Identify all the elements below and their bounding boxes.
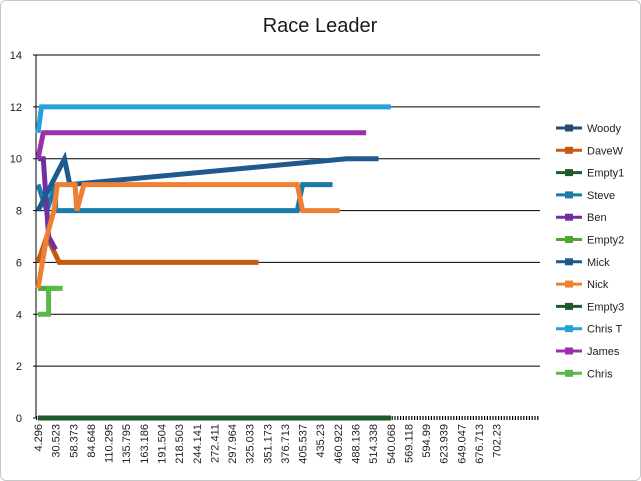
legend: Woody DaveW Empty1 Steve Ben Empty2 Mick Nick Em…: [556, 123, 624, 380]
legend-swatch-marker: [565, 369, 573, 377]
y-tick-label: 0: [16, 413, 22, 425]
x-tick-label: 4.296: [33, 424, 45, 452]
legend-label: Ben: [587, 212, 607, 224]
x-tick-label: 163.186: [139, 424, 151, 464]
series-group: [35, 104, 391, 421]
legend-swatch-marker: [565, 280, 573, 288]
legend-swatch-marker: [565, 236, 573, 243]
series-line-chris: [38, 285, 63, 317]
x-tick-label: 702.23: [492, 424, 504, 458]
legend-swatch-marker: [565, 347, 573, 355]
legend-swatch-marker: [565, 258, 573, 266]
legend-label: James: [587, 346, 620, 358]
x-tick-label: 272.411: [209, 424, 221, 463]
y-tick-label: 14: [10, 50, 22, 62]
x-tick-label: 405.537: [298, 424, 310, 464]
series-line-davew: [35, 229, 259, 265]
series-line-james: [35, 130, 367, 160]
x-tick-label: 351.173: [262, 424, 274, 464]
y-axis: 0 2 4 6 8 10 12 14: [10, 50, 37, 425]
legend-swatch-marker: [565, 213, 573, 221]
x-axis: 4.296 30.523 58.373 84.648 110.295 135.795 163…: [33, 416, 540, 464]
x-tick-label: 218.503: [174, 424, 186, 464]
x-tick-label: 58.373: [68, 424, 80, 458]
x-tick-label: 135.795: [121, 424, 133, 464]
series-line-chris-t: [35, 104, 391, 134]
x-tick-label: 514.338: [368, 424, 380, 464]
y-tick-label: 8: [16, 206, 22, 218]
legend-label: Empty2: [587, 235, 624, 247]
y-tick-label: 12: [10, 102, 22, 114]
x-tick-label: 191.504: [156, 424, 168, 464]
legend-swatch-marker: [565, 124, 573, 132]
x-tick-label: 325.033: [245, 424, 257, 464]
legend-label: Chris: [587, 368, 613, 380]
x-tick-label: 297.964: [227, 424, 239, 464]
y-tick-label: 10: [10, 154, 22, 166]
x-tick-label: 540.068: [386, 424, 398, 464]
x-tick-label: 488.136: [351, 424, 363, 464]
legend-swatch-marker: [565, 325, 573, 333]
legend-label: Nick: [587, 279, 609, 291]
legend-swatch-marker: [565, 302, 573, 310]
x-tick-label: 649.047: [456, 424, 468, 464]
y-tick-label: 2: [16, 361, 22, 373]
x-tick-label: 594.99: [421, 424, 433, 458]
y-tick-label: 4: [16, 309, 22, 321]
x-tick-label: 435.23: [315, 424, 327, 458]
legend-label: Woody: [587, 123, 622, 135]
legend-label: Empty3: [587, 301, 624, 313]
legend-label: Chris T: [587, 324, 623, 336]
series-line-nick: [35, 182, 340, 289]
x-tick-label: 676.713: [474, 424, 486, 464]
x-tick-label: 376.713: [280, 424, 292, 464]
x-tick-label: 244.141: [192, 424, 204, 464]
legend-label: Mick: [587, 257, 610, 269]
chart-title: Race Leader: [263, 15, 378, 37]
legend-swatch-marker: [565, 169, 573, 177]
x-tick-label: 569.118: [403, 424, 415, 463]
x-tick-label: 110.295: [104, 424, 116, 463]
y-tick-label: 6: [16, 257, 22, 269]
legend-label: Steve: [587, 190, 615, 202]
x-tick-label: 30.523: [51, 424, 63, 458]
x-tick-label: 623.939: [439, 424, 451, 464]
legend-swatch-marker: [565, 191, 573, 199]
x-tick-label: 460.922: [333, 424, 345, 464]
x-tick-label: 84.648: [86, 424, 98, 458]
legend-label: DaveW: [587, 145, 624, 157]
legend-label: Empty1: [587, 168, 624, 180]
legend-swatch-marker: [565, 146, 573, 154]
